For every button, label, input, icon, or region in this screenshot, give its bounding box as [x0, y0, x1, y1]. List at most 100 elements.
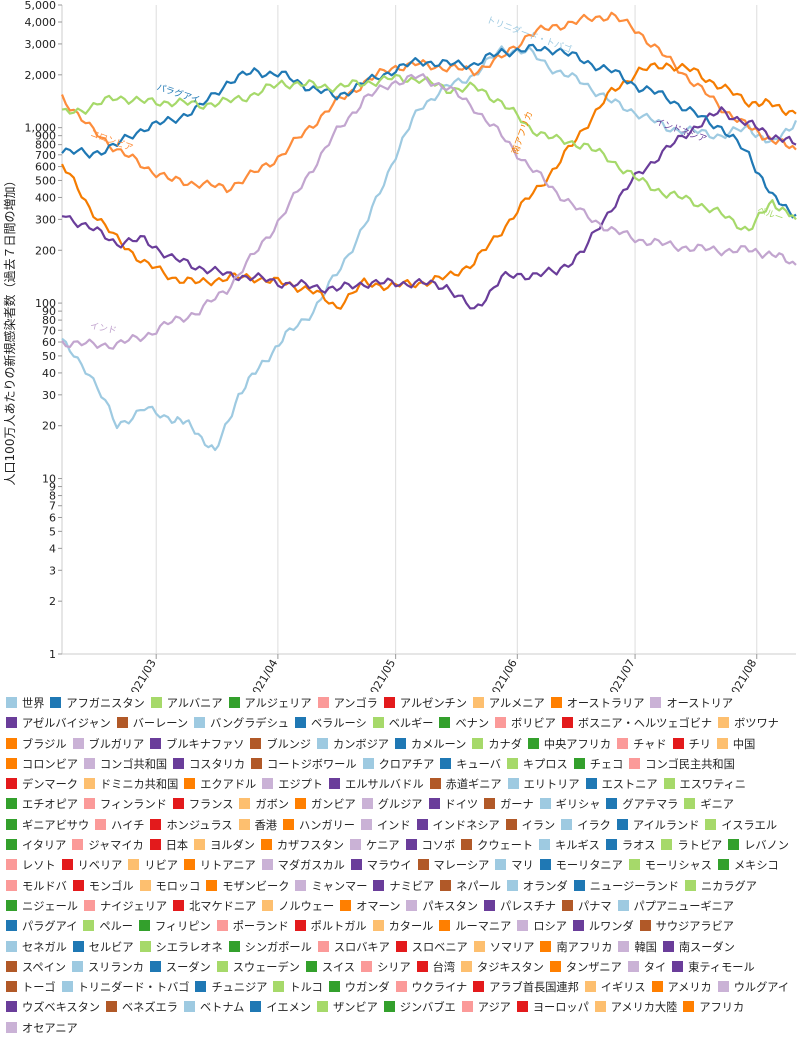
legend-item[interactable]: シエラレオネ: [139, 938, 223, 958]
legend-item[interactable]: ケニア: [350, 836, 400, 856]
legend-item[interactable]: 南アフリカ: [540, 938, 612, 958]
legend-item[interactable]: ナイジェリア: [83, 897, 167, 917]
legend-item[interactable]: ブルンジ: [250, 735, 311, 755]
legend-item[interactable]: タイ: [627, 958, 666, 978]
legend-item[interactable]: トーゴ: [6, 978, 56, 998]
legend-item[interactable]: コスタリカ: [173, 755, 245, 775]
legend-item[interactable]: ネパール: [440, 877, 501, 897]
legend-item[interactable]: コンゴ民主共和国: [629, 755, 735, 775]
legend-item[interactable]: パレスチナ: [484, 897, 556, 917]
legend-item[interactable]: アルメニア: [472, 694, 545, 714]
legend-item[interactable]: デンマーク: [6, 775, 78, 795]
legend-item[interactable]: 北マケドニア: [173, 897, 256, 917]
legend-item[interactable]: フィンランド: [83, 795, 167, 815]
legend-item[interactable]: オーストリア: [650, 694, 733, 714]
legend-item[interactable]: ラオス: [605, 836, 655, 856]
legend-item[interactable]: グアテマラ: [606, 795, 678, 815]
legend-item[interactable]: コソボ: [405, 836, 455, 856]
legend-item[interactable]: ギニア: [684, 795, 734, 815]
legend-item[interactable]: アジア: [461, 998, 511, 1018]
legend-item[interactable]: スウェーデン: [216, 958, 300, 978]
legend-item[interactable]: オランダ: [506, 877, 568, 897]
legend-item[interactable]: カナダ: [472, 735, 522, 755]
legend-item[interactable]: マラウイ: [350, 856, 412, 876]
legend-item[interactable]: ポーランド: [216, 917, 289, 937]
legend-item[interactable]: タジキスタン: [461, 958, 544, 978]
legend-item[interactable]: ギリシャ: [539, 795, 600, 815]
legend-item[interactable]: モザンビーク: [206, 877, 289, 897]
legend-item[interactable]: スーダン: [149, 958, 211, 978]
legend-item[interactable]: バングラデシュ: [194, 714, 289, 734]
legend-item[interactable]: ニジェール: [6, 897, 78, 917]
legend-item[interactable]: スリランカ: [71, 958, 144, 978]
legend-item[interactable]: 南スーダン: [662, 938, 735, 958]
legend-item[interactable]: メキシコ: [717, 856, 779, 876]
legend-item[interactable]: アゼルバイジャン: [6, 714, 111, 734]
legend-item[interactable]: ノルウェー: [262, 897, 334, 917]
legend-item[interactable]: バーレーン: [116, 714, 188, 734]
legend-item[interactable]: ニュージーランド: [573, 877, 679, 897]
legend-item[interactable]: パキスタン: [406, 897, 478, 917]
legend-item[interactable]: ドイツ: [428, 795, 478, 815]
legend-item[interactable]: ベトナム: [183, 998, 244, 1018]
legend-item[interactable]: サウジアラビア: [639, 917, 734, 937]
legend-item[interactable]: ベネズエラ: [105, 998, 178, 1018]
legend-item[interactable]: ロシア: [517, 917, 567, 937]
legend-item[interactable]: ザンビア: [317, 998, 378, 1018]
legend-item[interactable]: エクアドル: [184, 775, 256, 795]
legend-item[interactable]: ソマリア: [473, 938, 534, 958]
legend-item[interactable]: ジャマイカ: [72, 836, 144, 856]
legend-item[interactable]: アフガニスタン: [50, 694, 145, 714]
legend-item[interactable]: モーリシャス: [628, 856, 712, 876]
legend-item[interactable]: 台湾: [416, 958, 455, 978]
legend-item[interactable]: マダガスカル: [261, 856, 345, 876]
legend-item[interactable]: 中国: [716, 735, 755, 755]
legend-item[interactable]: アフリカ: [683, 998, 744, 1018]
legend-item[interactable]: ヨルダン: [194, 836, 255, 856]
legend-item[interactable]: ブルガリア: [72, 735, 144, 755]
legend-item[interactable]: ミャンマー: [295, 877, 367, 897]
legend-item[interactable]: エジプト: [262, 775, 323, 795]
legend-item[interactable]: ベラルーシ: [294, 714, 367, 734]
legend-item[interactable]: コロンビア: [6, 755, 78, 775]
legend-item[interactable]: 中央アフリカ: [527, 735, 611, 755]
legend-item[interactable]: ガンビア: [294, 795, 356, 815]
legend-item[interactable]: ボツワナ: [718, 714, 779, 734]
legend-item[interactable]: イラン: [505, 816, 555, 836]
legend-item[interactable]: キューバ: [440, 755, 501, 775]
legend-item[interactable]: モロッコ: [139, 877, 200, 897]
legend-item[interactable]: インドネシア: [416, 816, 500, 836]
legend-item[interactable]: グルジア: [361, 795, 423, 815]
legend-item[interactable]: ブルキナファソ: [150, 735, 244, 755]
legend-item[interactable]: カメルーン: [394, 735, 466, 755]
legend-item[interactable]: ドミニカ共和国: [83, 775, 178, 795]
legend-item[interactable]: フィリピン: [138, 917, 211, 937]
legend-item[interactable]: キルギス: [539, 836, 600, 856]
legend-item[interactable]: パプアニューギニア: [617, 897, 734, 917]
legend-item[interactable]: エリトリア: [507, 775, 580, 795]
legend-item[interactable]: ポルトガル: [294, 917, 367, 937]
legend-item[interactable]: 世界: [6, 694, 44, 714]
legend-item[interactable]: ヨーロッパ: [516, 998, 589, 1018]
legend-item[interactable]: カンボジア: [317, 735, 389, 755]
legend-item[interactable]: イギリス: [584, 978, 646, 998]
legend-item[interactable]: アンゴラ: [317, 694, 378, 714]
legend-item[interactable]: シリア: [361, 958, 411, 978]
legend-item[interactable]: ガーナ: [484, 795, 534, 815]
legend-item[interactable]: クロアチア: [362, 755, 434, 775]
legend-item[interactable]: イラク: [561, 816, 611, 836]
legend-item[interactable]: マレーシア: [417, 856, 489, 876]
legend-item[interactable]: フランス: [172, 795, 233, 815]
legend-item[interactable]: イタリア: [6, 836, 66, 856]
legend-item[interactable]: ボリビア: [495, 714, 556, 734]
legend-item[interactable]: ルワンダ: [572, 917, 634, 937]
legend-item[interactable]: ウズベキスタン: [6, 998, 100, 1018]
legend-item[interactable]: オーストラリア: [550, 694, 644, 714]
legend-item[interactable]: リトアニア: [183, 856, 256, 876]
legend-item[interactable]: アルジェリア: [228, 694, 312, 714]
legend-item[interactable]: ナミビア: [373, 877, 434, 897]
legend-item[interactable]: エチオピア: [6, 795, 78, 815]
legend-item[interactable]: インド: [360, 816, 411, 836]
legend-item[interactable]: 日本: [149, 836, 188, 856]
legend-item[interactable]: パナマ: [561, 897, 612, 917]
